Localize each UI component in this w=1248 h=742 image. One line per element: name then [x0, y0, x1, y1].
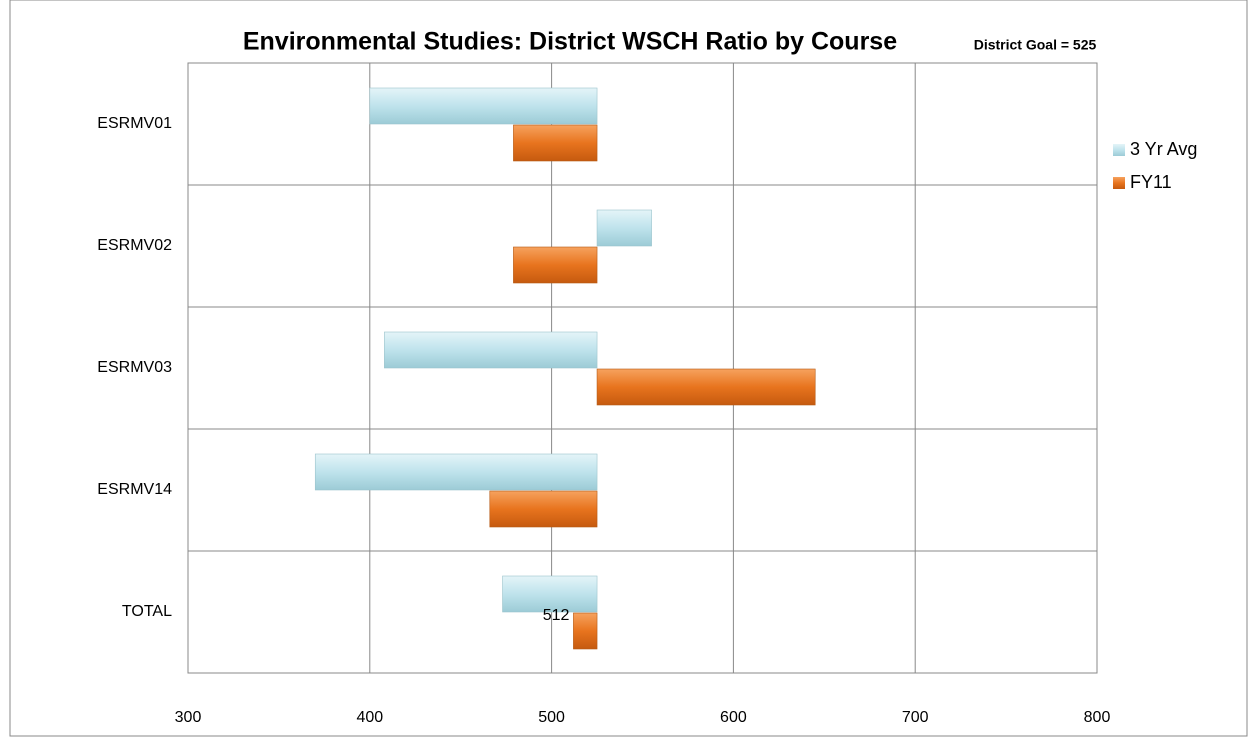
- bar: [369, 87, 598, 125]
- y-tick-label: ESRMV14: [97, 481, 172, 498]
- bar: [489, 490, 598, 528]
- x-tick-label: 800: [1084, 709, 1111, 726]
- x-tick-label: 400: [356, 709, 383, 726]
- bar: [502, 575, 598, 613]
- legend-label: 3 Yr Avg: [1130, 139, 1197, 159]
- y-tick-label: ESRMV03: [97, 359, 172, 376]
- chart-border: [9, 0, 1248, 737]
- bar: [573, 612, 598, 650]
- bar: [384, 331, 598, 369]
- y-tick-label: ESRMV01: [97, 115, 172, 132]
- data-label: 512: [543, 607, 570, 624]
- bar: [513, 124, 598, 162]
- x-tick-label: 600: [720, 709, 747, 726]
- bar: [314, 453, 598, 491]
- legend-swatch: [1113, 144, 1125, 156]
- annotation: District Goal = 525: [974, 37, 1097, 53]
- bar: [513, 246, 598, 284]
- chart-title: Environmental Studies: District WSCH Rat…: [243, 28, 897, 56]
- x-tick-label: 500: [538, 709, 565, 726]
- y-tick-label: TOTAL: [122, 603, 172, 620]
- legend-label: FY11: [1130, 172, 1172, 192]
- y-tick-label: ESRMV02: [97, 237, 172, 254]
- bar: [596, 368, 816, 406]
- legend-swatch: [1113, 177, 1125, 189]
- x-tick-label: 300: [175, 709, 202, 726]
- x-tick-label: 700: [902, 709, 929, 726]
- bar: [596, 209, 652, 247]
